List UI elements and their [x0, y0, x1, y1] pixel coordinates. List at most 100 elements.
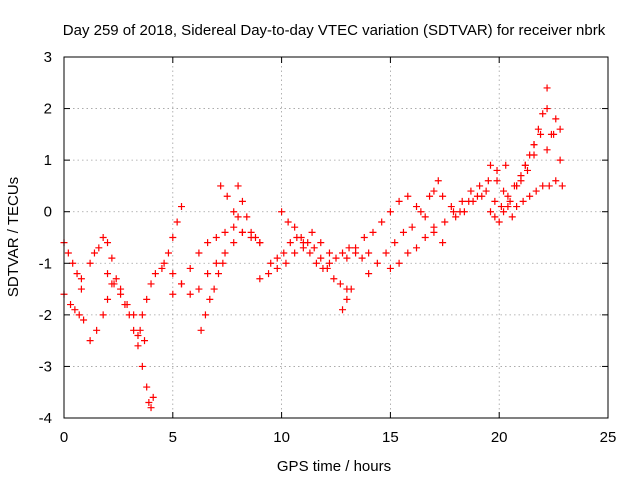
data-point [141, 337, 149, 345]
data-point [158, 264, 166, 272]
data-point [493, 166, 501, 174]
data-point [510, 182, 518, 190]
data-point [439, 239, 447, 247]
series-track-i [197, 259, 227, 334]
data-point [186, 290, 194, 298]
data-point [430, 187, 438, 195]
data-point [230, 208, 238, 216]
data-point [223, 192, 231, 200]
data-point [352, 244, 360, 252]
data-point [138, 311, 146, 319]
data-point [234, 182, 242, 190]
y-tick-label: 2 [44, 101, 52, 118]
data-point [64, 249, 72, 257]
series-track-w [491, 105, 564, 221]
data-point [93, 326, 101, 334]
data-point [108, 254, 116, 262]
data-point [221, 228, 229, 236]
series-track-k [234, 182, 264, 247]
data-point [69, 259, 77, 267]
data-point [491, 213, 499, 221]
data-point [212, 234, 220, 241]
data-point [267, 259, 275, 267]
data-point [526, 192, 534, 200]
data-point [441, 218, 449, 226]
data-point [143, 295, 151, 303]
series-track-y [543, 115, 564, 154]
data-point [539, 182, 547, 190]
data-point [75, 311, 83, 319]
data-point [238, 228, 246, 236]
data-point [391, 239, 399, 247]
x-tick-label: 10 [273, 429, 290, 446]
data-point [195, 249, 203, 257]
y-tick-label: -4 [39, 410, 52, 427]
series-track-h [169, 223, 246, 298]
data-point [214, 270, 222, 278]
data-point [323, 264, 331, 272]
y-tick-label: -1 [39, 255, 52, 272]
data-point [317, 254, 325, 262]
data-point [500, 208, 508, 216]
data-point [306, 249, 314, 257]
data-point [304, 239, 312, 247]
data-point [343, 254, 351, 262]
data-point [519, 197, 527, 205]
data-point [147, 404, 155, 412]
data-point [399, 228, 407, 236]
series-track-x [486, 161, 566, 211]
data-point [504, 192, 512, 200]
chart-title: Day 259 of 2018, Sidereal Day-to-day VTE… [63, 22, 606, 39]
data-point [543, 84, 551, 92]
data-point [491, 197, 499, 205]
axis-ticks: 0 5 10 15 20 25 -4 -3 -2 -1 0 1 2 3 [39, 49, 617, 446]
data-point [280, 249, 288, 257]
data-point [117, 290, 125, 298]
data-point [486, 161, 494, 169]
data-point [347, 285, 355, 293]
data-point [71, 306, 79, 314]
x-axis-label: GPS time / hours [277, 458, 391, 475]
data-point [336, 280, 344, 288]
data-point [178, 280, 186, 288]
data-point [238, 197, 246, 205]
y-tick-label: 0 [44, 204, 52, 221]
data-point [373, 259, 381, 267]
data-point [169, 234, 177, 241]
data-point [534, 125, 542, 133]
data-point [112, 275, 120, 283]
series-track-q [365, 177, 442, 278]
data-point [297, 234, 305, 241]
data-point [282, 259, 290, 267]
data-point [164, 249, 172, 257]
data-point [325, 249, 333, 257]
data-point [539, 110, 547, 118]
data-point [330, 275, 338, 283]
data-point [386, 208, 394, 216]
data-point [343, 295, 351, 303]
data-point [502, 161, 510, 169]
y-tick-label: -3 [39, 358, 52, 375]
data-point [558, 182, 566, 190]
data-point [160, 259, 168, 267]
data-point [547, 130, 555, 138]
data-point [77, 285, 85, 293]
data-point [404, 249, 412, 257]
data-point [382, 249, 390, 257]
data-point [149, 393, 157, 401]
data-point [530, 151, 538, 159]
series-track-n [278, 208, 351, 293]
data-point [450, 208, 458, 216]
data-point [332, 254, 340, 262]
data-point [395, 197, 403, 205]
data-point [530, 141, 538, 149]
data-point [532, 187, 540, 195]
data-point [134, 342, 142, 350]
data-point [178, 203, 186, 211]
data-point [136, 326, 144, 334]
data-point [278, 208, 286, 216]
data-point [230, 223, 238, 231]
data-points [60, 84, 566, 412]
data-point [256, 239, 264, 247]
